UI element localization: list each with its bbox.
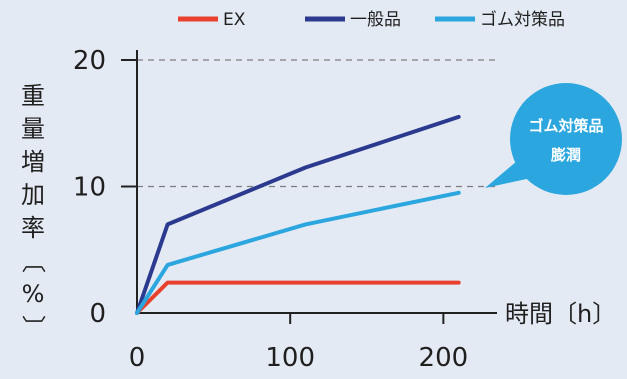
y-tick-label-0: 0 (89, 299, 106, 329)
axes (121, 50, 497, 324)
y-axis-title-char: % (22, 280, 45, 308)
x-tick-label-100: 100 (265, 343, 315, 373)
y-axis-title-char: 率 (21, 214, 45, 242)
y-tick-label-20: 20 (73, 46, 106, 76)
callout-bubble (510, 83, 622, 195)
y-tick-label-10: 10 (73, 173, 106, 203)
y-axis-title-char: 加 (21, 181, 45, 209)
x-tick-label-0: 0 (129, 343, 146, 373)
y-axis-title-char: 増 (21, 148, 45, 176)
y-axis-title-char: 〕 (19, 315, 47, 339)
y-axis-title-char: 〔 (19, 249, 47, 273)
y-axis-title-char: 量 (21, 115, 45, 143)
series-line-0 (135, 280, 461, 315)
x-tick-label-200: 200 (419, 343, 469, 373)
callout-text-line2: 膨潤 (551, 146, 581, 164)
y-axis-title-char: 重 (21, 82, 45, 110)
legend-label-0: EX (223, 10, 246, 30)
series-lines (135, 114, 461, 315)
series-line-1 (135, 114, 461, 315)
legend: EX 一般品 ゴム対策品 (178, 9, 565, 30)
series-line-2 (135, 190, 461, 315)
x-axis-title: 時間〔h〕 (505, 300, 616, 328)
callout-text-line1: ゴム対策品 (528, 117, 603, 135)
legend-label-1: 一般品 (350, 10, 401, 30)
legend-label-2: ゴム対策品 (480, 9, 565, 30)
gridlines (137, 59, 497, 188)
